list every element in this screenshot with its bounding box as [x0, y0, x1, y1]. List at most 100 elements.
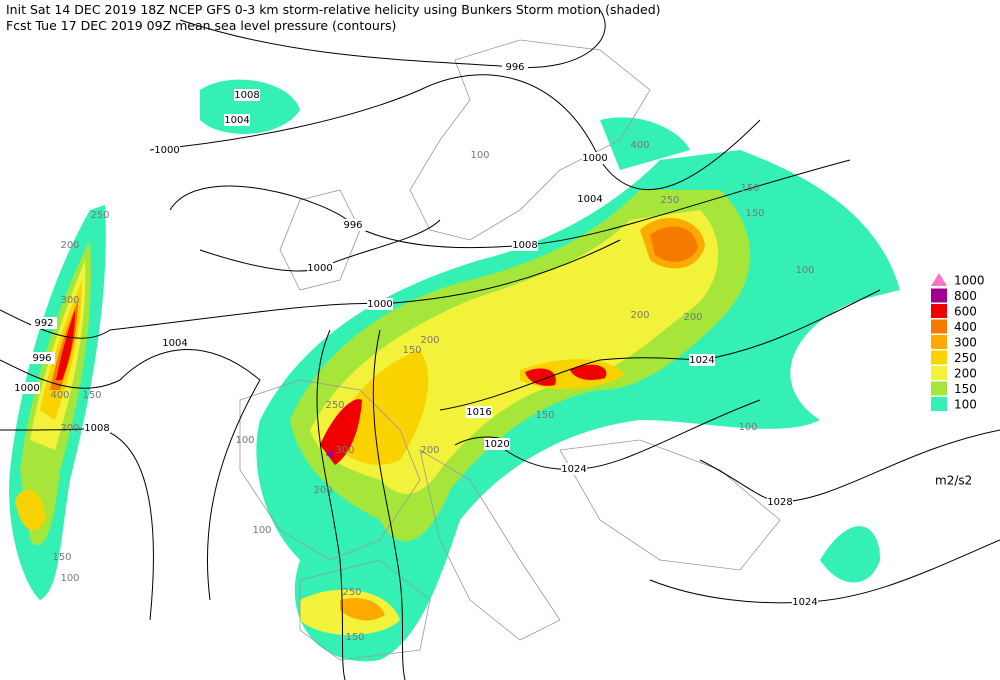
helicity-label: 300: [335, 445, 354, 456]
label-box: [29, 352, 55, 364]
helicity-label: 200: [313, 485, 332, 496]
isobar-label: 1004: [577, 194, 602, 205]
isobar-label: 1004: [162, 338, 187, 349]
helicity-label: 100: [252, 525, 271, 536]
isobar: [0, 239, 621, 339]
legend-swatch: [931, 288, 947, 303]
label-box: [31, 317, 57, 329]
helicity-label: 100: [470, 150, 489, 161]
coastline: [419, 449, 561, 641]
helicity-label: 200: [683, 312, 702, 323]
isobar: [169, 159, 851, 249]
coastline: [279, 189, 361, 291]
helicity-label: 200: [60, 240, 79, 251]
legend-label: 150: [954, 382, 977, 396]
isobar-label: 992: [34, 318, 53, 329]
isobar-label: 1020: [484, 439, 509, 450]
legend-swatch: [931, 335, 947, 349]
legend-swatch: [931, 366, 947, 380]
legend-swatch: [931, 397, 947, 411]
helicity-label: 150: [82, 390, 101, 401]
isobar-label: 1008: [512, 240, 537, 251]
isobar-label: 1000: [154, 145, 179, 156]
label-box: [767, 496, 793, 508]
label-box: [582, 152, 608, 164]
helicity-label: 200: [420, 335, 439, 346]
helicity-label: 200: [60, 423, 79, 434]
legend-unit: m2/s2: [935, 474, 972, 488]
helicity-label: 150: [52, 552, 71, 563]
helicity-shading: [9, 79, 900, 662]
helicity-area: [525, 368, 556, 386]
helicity-label: 100: [738, 422, 757, 433]
helicity-area: [340, 598, 385, 621]
isobar-label: 996: [32, 353, 51, 364]
isobar: [0, 349, 261, 601]
legend-label: 250: [954, 351, 977, 365]
helicity-area: [326, 450, 334, 458]
helicity-area: [15, 489, 45, 531]
helicity-area: [56, 310, 75, 380]
label-box: [234, 89, 260, 101]
label-box: [577, 193, 603, 205]
label-box: [340, 219, 366, 231]
isobar-label: 1028: [767, 497, 792, 508]
helicity-label: 100: [795, 265, 814, 276]
isobar-label: 1008: [234, 90, 259, 101]
isobar-label: 1016: [466, 407, 491, 418]
label-box: [484, 438, 510, 450]
helicity-label: 250: [342, 587, 361, 598]
helicity-area: [600, 117, 690, 170]
coastline: [299, 559, 431, 661]
helicity-area: [820, 526, 880, 583]
header-line1: Init Sat 14 DEC 2019 18Z NCEP GFS 0-3 km…: [6, 2, 661, 17]
legend-swatch: [931, 273, 947, 286]
legend-label: 100: [954, 398, 977, 412]
helicity-label: 100: [60, 573, 79, 584]
label-box: [512, 239, 538, 251]
isobar-label: 1008: [84, 423, 109, 434]
helicity-label: 250: [325, 400, 344, 411]
helicity-area: [650, 226, 698, 262]
helicity-label: 250: [660, 195, 679, 206]
helicity-label: 400: [630, 140, 649, 151]
label-box: [367, 298, 393, 310]
coastlines: [239, 39, 781, 661]
label-box: [154, 144, 180, 156]
legend-label: 400: [954, 320, 977, 334]
label-box: [689, 354, 715, 366]
coastline: [409, 39, 651, 241]
coastline: [239, 379, 421, 561]
legend-label: 600: [954, 305, 977, 319]
label-box: [502, 61, 528, 73]
helicity-label: 150: [402, 345, 421, 356]
isobar: [372, 329, 406, 680]
isobar-label: 1000: [582, 153, 607, 164]
helicity-label: 100: [235, 435, 254, 446]
label-box: [792, 596, 818, 608]
legend-swatch: [931, 350, 947, 365]
map-labels: 996 1008 1004 1000 1000 1004 996 1008 1000 1000 99…: [14, 61, 818, 643]
helicity-label: 150: [535, 410, 554, 421]
isobar-label: 1000: [14, 383, 39, 394]
helicity-label: 150: [740, 183, 759, 194]
isobar-label: 1004: [224, 115, 249, 126]
isobar-label: 1024: [792, 597, 817, 608]
legend-swatch: [931, 381, 947, 396]
label-box: [162, 337, 188, 349]
helicity-area: [320, 399, 362, 465]
isobar-label: 1000: [367, 299, 392, 310]
isobar-label: 1024: [689, 355, 714, 366]
isobar: [699, 429, 1000, 503]
label-box: [561, 463, 587, 475]
isobar-label: 1000: [307, 263, 332, 274]
legend-label: 300: [954, 336, 977, 350]
header-line2: Fcst Tue 17 DEC 2019 09Z mean sea level …: [6, 18, 396, 33]
helicity-label: 400: [50, 390, 69, 401]
label-box: [466, 406, 492, 418]
helicity-label: 200: [630, 310, 649, 321]
helicity-area: [570, 364, 607, 380]
label-box: [224, 114, 250, 126]
label-box: [84, 422, 110, 434]
